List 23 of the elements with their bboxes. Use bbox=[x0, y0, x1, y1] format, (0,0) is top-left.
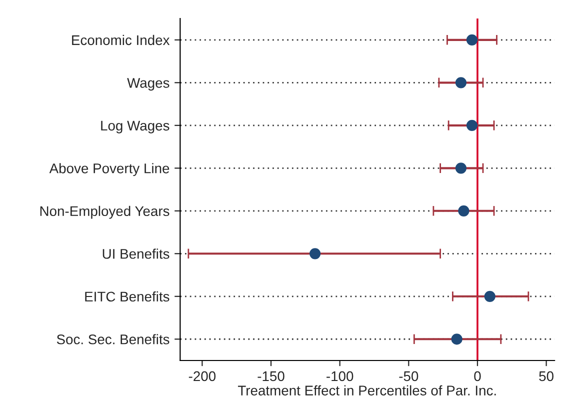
point bbox=[458, 205, 470, 216]
point bbox=[466, 34, 478, 46]
x-tick-label: 0 bbox=[474, 371, 481, 382]
y-tick-label: UI Benefits bbox=[102, 248, 170, 259]
point bbox=[455, 77, 467, 88]
x-tick-label: -50 bbox=[399, 371, 418, 382]
y-tick-label: EITC Benefits bbox=[85, 291, 170, 302]
y-tick-label: Log Wages bbox=[101, 120, 170, 134]
point bbox=[451, 334, 462, 345]
x-tick-label: -100 bbox=[326, 371, 354, 382]
x-tick-label: 50 bbox=[539, 371, 554, 382]
y-tick-label: Wages bbox=[127, 78, 170, 91]
point bbox=[455, 162, 467, 174]
y-tick-label: Above Poverty Line bbox=[49, 163, 170, 176]
point bbox=[484, 290, 496, 302]
x-axis-title: Treatment Effect in Percentiles of Par. Inc. bbox=[238, 385, 496, 396]
point bbox=[466, 120, 478, 131]
y-tick-label: Soc. Sec. Benefits bbox=[56, 334, 170, 344]
y-tick-label: Economic Index bbox=[72, 34, 170, 46]
y-tick-label: Non-Employed Years bbox=[40, 206, 170, 219]
x-tick-label: -200 bbox=[188, 371, 216, 382]
x-tick-label: -150 bbox=[258, 371, 284, 382]
point bbox=[309, 248, 321, 260]
